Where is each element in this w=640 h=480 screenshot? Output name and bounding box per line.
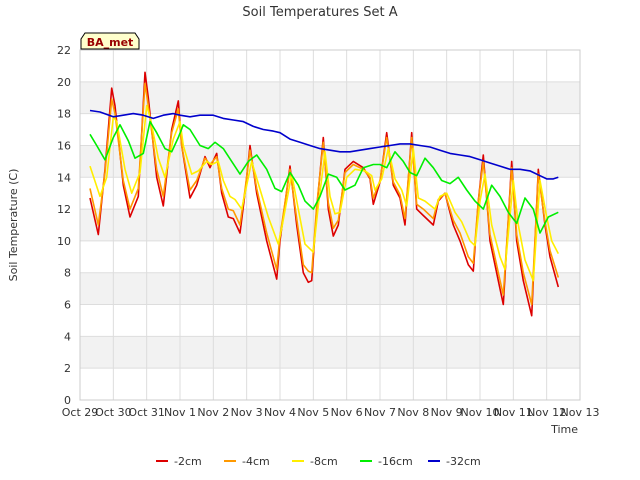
y-axis-title: Soil Temperature (C) [7,169,20,282]
series-lines [89,71,560,317]
x-tick-label: Nov 4 [264,406,296,419]
series-line-8cmcm [89,104,560,282]
y-tick-label: 12 [57,203,71,216]
y-tick-label: 4 [64,330,71,343]
plot-band [80,272,580,305]
plot-background [80,50,580,400]
y-tick-label: 10 [57,235,71,248]
x-tick-label: Nov 10 [461,406,500,419]
legend-item: -16cm [360,455,413,468]
x-tick-label: Nov 1 [164,406,196,419]
legend-label: -4cm [242,455,270,468]
chart-title: Soil Temperatures Set A [242,5,397,20]
x-tick-label: Nov 11 [494,406,533,419]
x-tick-label: Oct 29 [62,406,99,419]
legend-label: -16cm [378,455,413,468]
plot-band [80,336,580,369]
y-tick-label: 16 [57,139,71,152]
y-tick-label: 14 [57,171,71,184]
x-tick-label: Nov 8 [397,406,429,419]
legend-item: -2cm [156,455,202,468]
x-tick-label: Nov 6 [331,406,363,419]
x-tick-label: Oct 30 [95,406,132,419]
series-line-32cmcm [89,109,559,180]
x-tick-label: Nov 7 [364,406,396,419]
series-line-16cmcm [89,120,559,234]
y-tick-label: 18 [57,108,71,121]
series-line-4cmcm [89,82,560,306]
x-tick-label: Nov 12 [527,406,566,419]
legend-label: -2cm [174,455,202,468]
legend-label: -8cm [310,455,338,468]
station-badge: BA_met [80,32,140,50]
x-axis-title: Time [550,423,578,436]
axes [79,49,581,401]
y-tick-label: 0 [64,394,71,407]
plot-frame [79,49,581,401]
legend-label: -32cm [446,455,481,468]
legend-item: -8cm [292,455,338,468]
legend: -2cm -4cm -8cm -16cm -32cm [156,455,481,468]
x-tick-label: Nov 5 [297,406,329,419]
x-tick-label: Nov 13 [561,406,600,419]
y-tick-label: 20 [57,76,71,89]
x-tick-label: Nov 2 [197,406,229,419]
y-tick-label: 6 [64,299,71,312]
legend-item: -32cm [428,455,481,468]
y-tick-labels: 0 2 4 6 8 10 12 14 16 18 20 22 [57,44,71,407]
legend-item: -4cm [224,455,270,468]
x-tick-label: Nov 3 [231,406,263,419]
y-tick-label: 2 [64,362,71,375]
plot-band [80,81,580,114]
y-tick-label: 8 [64,267,71,280]
badge-label: BA_met [87,36,134,49]
x-tick-label: Oct 31 [128,406,165,419]
y-tick-label: 22 [57,44,71,57]
badge-shape [80,32,140,50]
x-tick-label: Nov 9 [431,406,463,419]
